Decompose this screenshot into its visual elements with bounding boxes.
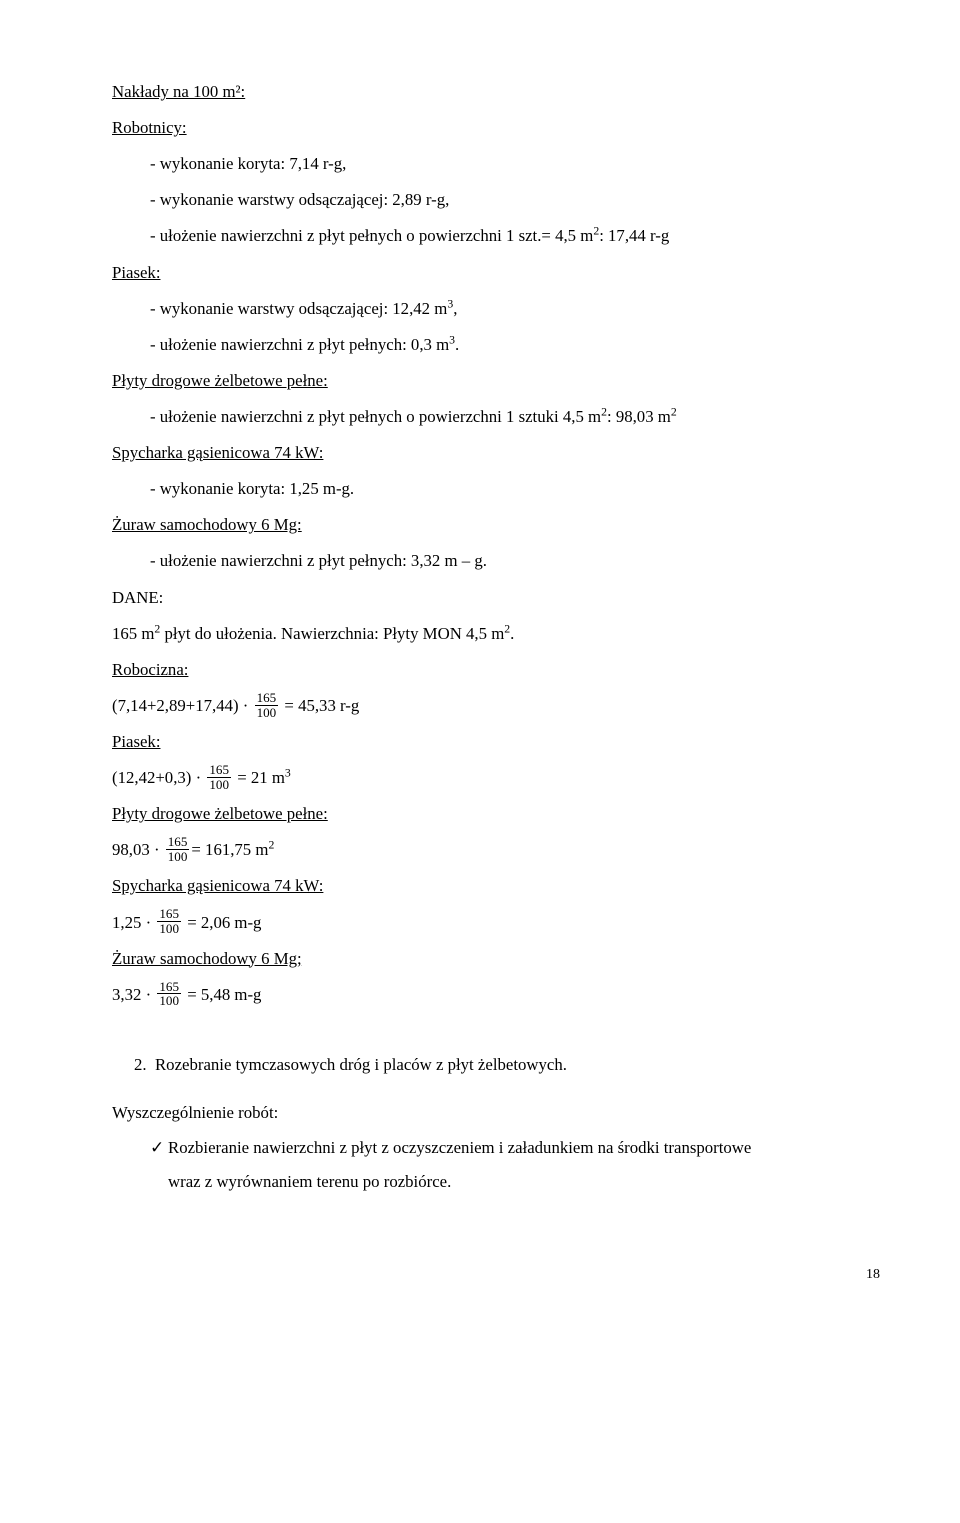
text: (12,42+0,3) · <box>112 768 205 787</box>
text: 3,32 · <box>112 985 155 1004</box>
check-icon: ✓ <box>150 1131 168 1165</box>
heading-zuraw-1: Żuraw samochodowy 6 Mg: <box>112 515 302 534</box>
robocizna-calc: (7,14+2,89+17,44) · 165100 = 45,33 r-g <box>112 688 880 724</box>
section-number: 2. <box>134 1055 147 1074</box>
numerator: 165 <box>207 763 231 778</box>
text: - ułożenie nawierzchni z płyt pełnych o … <box>150 226 593 245</box>
heading-piasek-2: Piasek: <box>112 732 160 751</box>
fraction: 165100 <box>157 907 181 936</box>
sup-2: 2 <box>671 405 677 418</box>
text: (7,14+2,89+17,44) · <box>112 696 253 715</box>
text: 1,25 · <box>112 913 155 932</box>
page-number: 18 <box>112 1260 880 1290</box>
zuraw2-calc: 3,32 · 165100 = 5,48 m-g <box>112 977 880 1013</box>
fraction: 165100 <box>255 691 279 720</box>
text: - wykonanie warstwy odsączającej: 12,42 … <box>150 299 447 318</box>
numerator: 165 <box>255 691 279 706</box>
piasek1-item-a: - wykonanie warstwy odsączającej: 12,42 … <box>150 291 880 327</box>
sup-3: 3 <box>285 766 291 779</box>
fraction: 165100 <box>166 835 190 864</box>
robotnicy-item-3: - ułożenie nawierzchni z płyt pełnych o … <box>150 218 880 254</box>
heading-spycharka-1: Spycharka gąsienicowa 74 kW: <box>112 443 323 462</box>
heading-robotnicy: Robotnicy: <box>112 118 187 137</box>
heading-zuraw-2: Żuraw samochodowy 6 Mg; <box>112 949 302 968</box>
text: - ułożenie nawierzchni z płyt pełnych o … <box>150 407 601 426</box>
text: 165 m <box>112 624 154 643</box>
heading-wyszczegolnienie: Wyszczególnienie robót: <box>112 1095 880 1131</box>
text: : 98,03 m <box>607 407 671 426</box>
sup-2: 2 <box>268 839 274 852</box>
heading-piasek-1: Piasek: <box>112 263 160 282</box>
heading-naklady: Nakłady na 100 m²: <box>112 82 245 101</box>
wysz-item-cont: wraz z wyrównaniem terenu po rozbiórce. <box>168 1165 880 1199</box>
numerator: 165 <box>157 907 181 922</box>
text: = 161,75 m <box>191 840 268 859</box>
numerator: 165 <box>157 980 181 995</box>
fraction: 165100 <box>157 980 181 1009</box>
text: - ułożenie nawierzchni z płyt pełnych: 0… <box>150 335 449 354</box>
robotnicy-item-2: - wykonanie warstwy odsączającej: 2,89 r… <box>150 182 880 218</box>
heading-naklady-text: Nakłady na 100 m²: <box>112 82 245 101</box>
text: = 2,06 m-g <box>183 913 261 932</box>
text: Rozbieranie nawierzchni z płyt z oczyszc… <box>168 1138 751 1157</box>
text: = 21 m <box>233 768 285 787</box>
text: . <box>455 335 459 354</box>
plyty2-calc: 98,03 · 165100= 161,75 m2 <box>112 832 880 868</box>
denominator: 100 <box>166 850 190 864</box>
heading-spycharka-2: Spycharka gąsienicowa 74 kW: <box>112 876 323 895</box>
robotnicy-item-1: - wykonanie koryta: 7,14 r-g, <box>150 146 880 182</box>
wysz-item: ✓Rozbieranie nawierzchni z płyt z oczysz… <box>150 1131 880 1165</box>
denominator: 100 <box>157 922 181 936</box>
zuraw1-item-a: - ułożenie nawierzchni z płyt pełnych: 3… <box>150 543 880 579</box>
denominator: 100 <box>157 994 181 1008</box>
spych1-item-a: - wykonanie koryta: 1,25 m-g. <box>150 471 880 507</box>
numerator: 165 <box>166 835 190 850</box>
section-title-text: Rozebranie tymczasowych dróg i placów z … <box>155 1055 567 1074</box>
denominator: 100 <box>207 778 231 792</box>
text: , <box>453 299 457 318</box>
text: . <box>510 624 514 643</box>
denominator: 100 <box>255 706 279 720</box>
spych2-calc: 1,25 · 165100 = 2,06 m-g <box>112 905 880 941</box>
dane-line: 165 m2 płyt do ułożenia. Nawierzchnia: P… <box>112 616 880 652</box>
text: płyt do ułożenia. Nawierzchnia: Płyty MO… <box>160 624 504 643</box>
plyty1-item-a: - ułożenie nawierzchni z płyt pełnych o … <box>150 399 880 435</box>
heading-plyty-1: Płyty drogowe żelbetowe pełne: <box>112 371 328 390</box>
heading-plyty-2: Płyty drogowe żelbetowe pełne: <box>112 804 328 823</box>
piasek1-item-b: - ułożenie nawierzchni z płyt pełnych: 0… <box>150 327 880 363</box>
piasek2-calc: (12,42+0,3) · 165100 = 21 m3 <box>112 760 880 796</box>
text: = 5,48 m-g <box>183 985 261 1004</box>
fraction: 165100 <box>207 763 231 792</box>
heading-robocizna: Robocizna: <box>112 660 188 679</box>
text: = 45,33 r-g <box>280 696 359 715</box>
heading-dane: DANE: <box>112 580 880 616</box>
text: : 17,44 r-g <box>599 226 669 245</box>
text: 98,03 · <box>112 840 164 859</box>
section-2-title: 2. Rozebranie tymczasowych dróg i placów… <box>134 1047 880 1083</box>
